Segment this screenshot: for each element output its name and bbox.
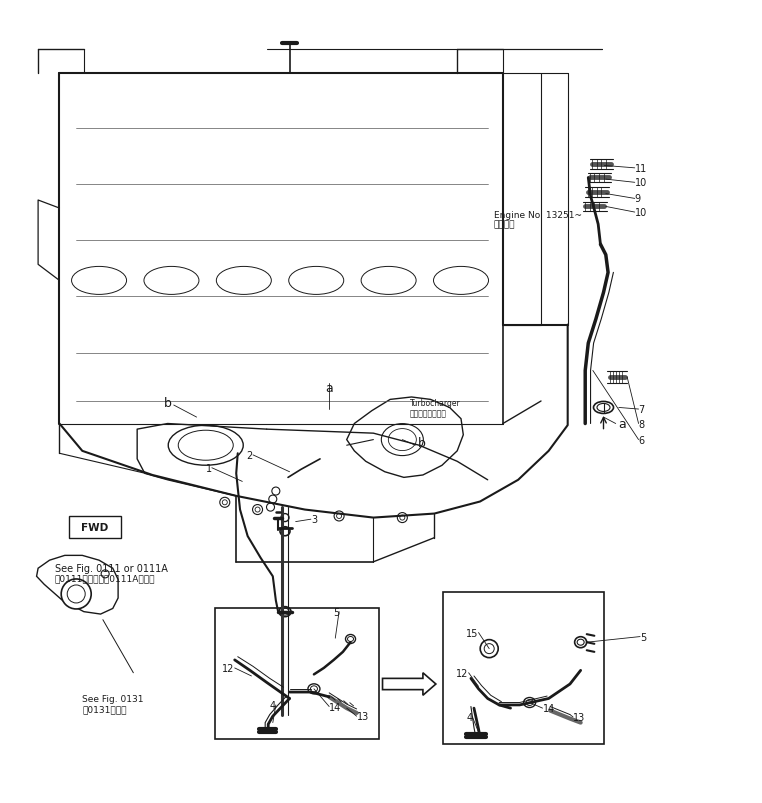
Text: 11: 11 [635,164,647,173]
Text: 10: 10 [635,208,647,218]
Ellipse shape [279,607,291,617]
Text: b: b [418,437,425,450]
Text: 3: 3 [311,515,317,524]
Text: 第0111図または第0111A図参照: 第0111図または第0111A図参照 [55,573,155,583]
Text: 第0131図参照: 第0131図参照 [82,704,126,714]
Polygon shape [347,397,463,478]
Text: 12: 12 [456,668,469,678]
Text: 4: 4 [466,712,472,722]
Ellipse shape [361,267,416,295]
Circle shape [400,516,405,520]
Text: 5: 5 [640,632,646,642]
Bar [443,593,604,744]
Text: 15: 15 [466,628,479,638]
Circle shape [334,512,344,521]
Ellipse shape [575,637,587,648]
Text: ターボチャージャ: ターボチャージャ [410,409,447,418]
Text: 4: 4 [270,700,276,710]
Circle shape [484,644,495,654]
Circle shape [272,487,280,495]
Circle shape [397,513,408,523]
Ellipse shape [597,404,610,412]
Text: 5: 5 [333,607,339,617]
Ellipse shape [72,267,126,295]
Text: b: b [164,397,171,410]
Text: 9: 9 [635,194,641,204]
Circle shape [61,579,91,609]
Ellipse shape [308,684,320,694]
Ellipse shape [434,267,488,295]
Ellipse shape [216,267,271,295]
Polygon shape [37,556,118,614]
Text: FWD: FWD [81,522,108,532]
Text: 14: 14 [543,703,555,713]
Circle shape [337,514,341,519]
Text: 適用号第: 適用号第 [494,220,515,230]
Text: 1: 1 [206,463,212,473]
Ellipse shape [281,609,289,615]
Text: 10: 10 [635,178,647,188]
Ellipse shape [526,699,533,706]
Text: Turbocharger: Turbocharger [410,398,461,408]
Ellipse shape [389,429,416,451]
Ellipse shape [345,634,356,644]
Ellipse shape [281,514,289,522]
Text: 8: 8 [639,419,645,429]
Circle shape [480,640,498,658]
Circle shape [255,507,260,512]
Ellipse shape [310,686,318,692]
Ellipse shape [289,267,344,295]
Ellipse shape [168,426,243,466]
Ellipse shape [347,637,354,642]
Text: See Fig. 0111 or 0111A: See Fig. 0111 or 0111A [55,564,168,573]
Bar [215,609,379,739]
Text: a: a [325,381,333,394]
Circle shape [67,585,85,603]
Circle shape [267,503,274,512]
Circle shape [223,500,227,505]
Text: 14: 14 [329,702,341,711]
Circle shape [269,495,277,503]
Ellipse shape [280,527,290,536]
Text: 12: 12 [223,663,235,673]
Circle shape [252,505,263,515]
Text: a: a [619,418,626,430]
Ellipse shape [523,698,536,707]
Text: 2: 2 [247,450,253,460]
Circle shape [219,498,230,507]
Text: 13: 13 [573,712,585,722]
Text: 13: 13 [357,711,369,721]
Ellipse shape [178,430,233,461]
Bar [69,516,120,538]
Ellipse shape [594,402,613,414]
Ellipse shape [144,267,199,295]
Circle shape [101,570,109,578]
Ellipse shape [577,639,584,646]
Text: 7: 7 [639,405,645,414]
Ellipse shape [381,424,424,456]
Text: Engine No. 13251~: Engine No. 13251~ [494,210,581,220]
Text: See Fig. 0131: See Fig. 0131 [82,694,144,703]
Text: 6: 6 [639,435,645,445]
Polygon shape [383,673,436,695]
